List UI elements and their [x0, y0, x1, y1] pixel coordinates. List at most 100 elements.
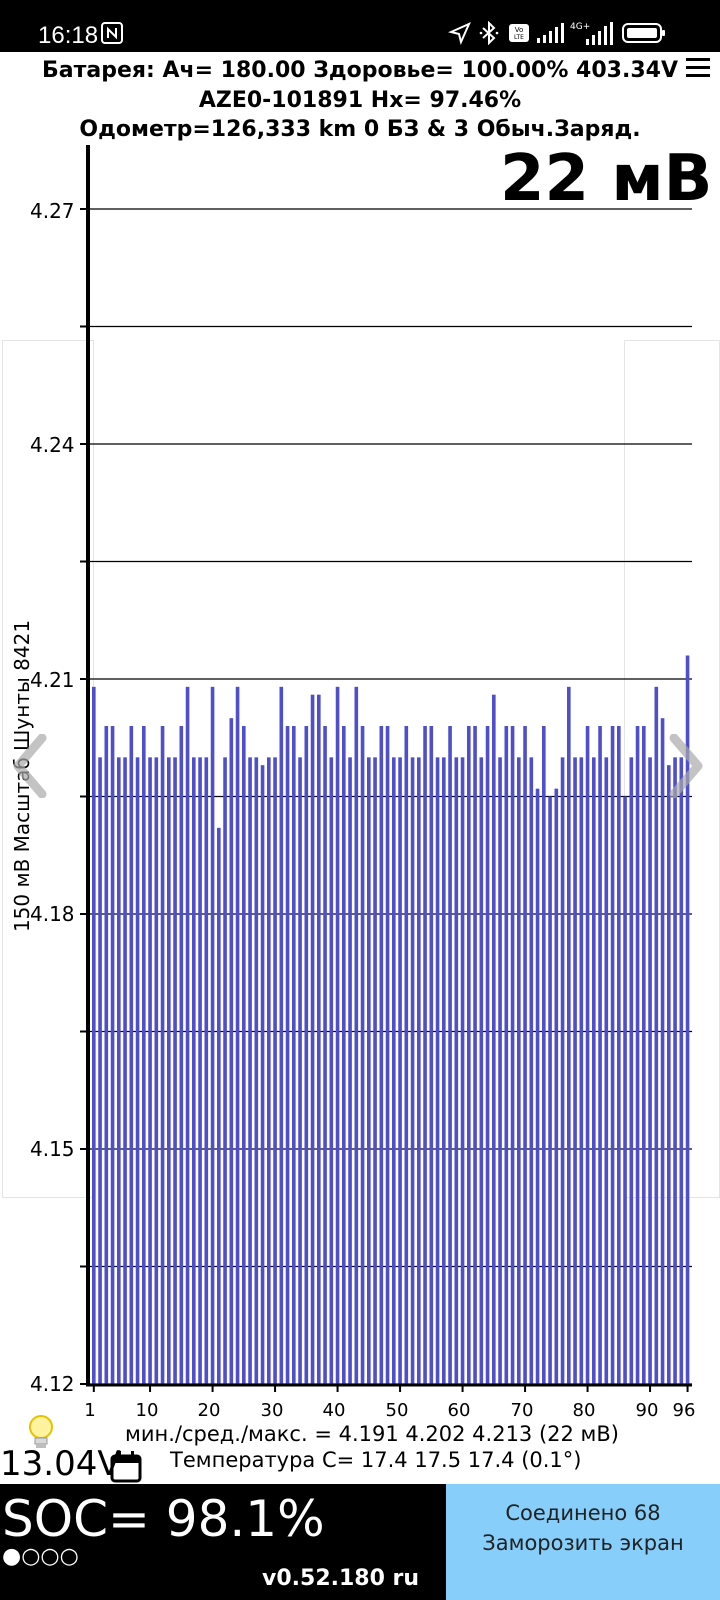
cell-voltage-bar: [148, 757, 152, 1384]
cell-voltage-bar: [135, 757, 140, 1384]
cell-voltage-bar: [185, 686, 190, 1384]
cell-voltage-bar: [617, 726, 621, 1384]
battery-summary: Батарея: Ач= 180.00 Здоровье= 100.00% 40…: [42, 58, 678, 83]
4g-signal-icon: 4G+: [570, 18, 614, 48]
cell-voltage-bar: [529, 757, 534, 1384]
cell-voltage-bar: [248, 757, 252, 1384]
x-tick-label: 20: [197, 1400, 221, 1421]
y-tick-label: 4.18: [30, 902, 75, 926]
cell-voltage-bar: [329, 757, 334, 1384]
cell-voltage-bar: [442, 757, 446, 1384]
cell-voltage-bar: [167, 757, 171, 1384]
cell-voltage-bar: [679, 757, 684, 1384]
cell-voltage-bar: [267, 757, 271, 1384]
cell-voltage-bar: [198, 757, 202, 1384]
cell-voltage-bar: [467, 726, 471, 1384]
cell-voltage-bar: [510, 726, 515, 1384]
vehicle-id-line: AZE0-101891 Hx= 97.46%: [198, 88, 522, 113]
cell-voltage-bar: [123, 757, 127, 1384]
y-tick-label: 4.12: [30, 1372, 75, 1396]
cell-voltage-bar: [179, 726, 184, 1384]
cell-voltage-bar: [385, 726, 390, 1384]
cell-voltage-bar: [667, 765, 671, 1384]
chevron-left-icon[interactable]: [12, 734, 48, 798]
cell-voltage-bar: [573, 757, 577, 1384]
cell-voltage-bar: [592, 757, 596, 1384]
app-version: v0.52.180 ru: [262, 1566, 420, 1591]
cell-voltage-bar: [110, 726, 115, 1384]
cell-voltage-bar: [585, 726, 590, 1384]
location-icon: [448, 18, 472, 48]
calendar-icon[interactable]: [110, 1450, 142, 1484]
cell-voltage-bar: [117, 757, 121, 1384]
cell-voltage-bar: [348, 757, 352, 1384]
cell-voltage-bar: [360, 726, 365, 1384]
cell-voltage-bar: [142, 726, 146, 1384]
cell-voltage-bar: [342, 726, 346, 1384]
x-tick-label: 50: [385, 1400, 409, 1421]
x-tick-label: 40: [322, 1400, 346, 1421]
cell-voltage-bar: [304, 726, 309, 1384]
temperature-stats: Температура С= 17.4 17.5 17.4 (0.1°): [170, 1448, 582, 1472]
cell-voltage-bar: [517, 757, 521, 1384]
chevron-right-icon[interactable]: [668, 734, 704, 798]
cell-voltage-bar: [367, 757, 371, 1384]
cell-voltage-bar: [648, 757, 652, 1384]
cell-voltage-bar: [354, 686, 359, 1384]
min-avg-max-stats: мин./сред./макс. = 4.191 4.202 4.213 (22…: [124, 1422, 619, 1446]
cell-voltage-bar: [629, 757, 634, 1384]
cell-voltage-bar: [129, 726, 134, 1384]
cell-voltage-bar: [560, 757, 565, 1384]
volte-icon: Vo LTE: [508, 18, 530, 48]
page-indicator[interactable]: ●○○○: [2, 1544, 79, 1569]
y-tick-label: 4.21: [30, 668, 75, 692]
cell-voltage-bar: [542, 726, 546, 1384]
svg-text:Vo: Vo: [515, 26, 524, 34]
cell-voltage-bar: [429, 726, 434, 1384]
cell-voltage-bar: [579, 757, 584, 1384]
battery-icon: [622, 18, 666, 48]
cell-voltage-bar: [660, 718, 665, 1384]
cell-voltage-bar: [160, 726, 165, 1384]
cell-voltage-bar: [204, 757, 209, 1384]
x-tick-label: 80: [572, 1400, 596, 1421]
cell-voltage-bar: [404, 726, 409, 1384]
menu-icon[interactable]: [686, 58, 710, 78]
cell-voltage-bar: [98, 757, 102, 1384]
cell-voltage-bar: [173, 757, 177, 1384]
x-tick-label: 1: [84, 1400, 96, 1421]
soc-value: SOC= 98.1%: [2, 1490, 325, 1548]
x-tick-label: 90: [635, 1400, 659, 1421]
cell-voltage-bar: [479, 757, 484, 1384]
cell-voltage-bar: [498, 757, 502, 1384]
cell-voltage-bar: [323, 726, 327, 1384]
cell-voltage-bar: [398, 757, 402, 1384]
cell-voltage-bar: [635, 726, 640, 1384]
y-tick-label: 4.15: [30, 1137, 75, 1161]
cell-voltage-bar: [285, 726, 290, 1384]
cell-voltage-bar: [392, 757, 396, 1384]
cell-voltage-bar: [298, 757, 302, 1384]
x-tick-label: 70: [510, 1400, 534, 1421]
cell-voltage-bar: [273, 757, 277, 1384]
svg-text:LTE: LTE: [514, 34, 524, 41]
cell-voltage-bar: [154, 757, 159, 1384]
connection-count: Соединено 68: [505, 1501, 661, 1525]
x-tick-label: 30: [260, 1400, 284, 1421]
freeze-screen-button[interactable]: Соединено 68 Заморозить экран: [446, 1484, 720, 1600]
cell-voltage-bar: [242, 726, 246, 1384]
cell-voltage-bar: [454, 757, 459, 1384]
cell-voltage-bar: [598, 726, 602, 1384]
cell-voltage-bar: [610, 726, 615, 1384]
cell-voltage-bar: [523, 726, 527, 1384]
y-tick-label: 4.24: [30, 433, 75, 457]
status-time: 16:18: [38, 22, 99, 49]
cell-voltage-bar: [379, 726, 384, 1384]
freeze-screen-label: Заморозить экран: [482, 1531, 684, 1555]
cell-voltage-bar: [604, 757, 609, 1384]
cell-voltage-bar: [373, 757, 377, 1384]
cell-voltage-bar: [235, 686, 240, 1384]
cell-voltage-bar: [685, 655, 690, 1384]
cell-voltage-bar: [460, 757, 465, 1384]
